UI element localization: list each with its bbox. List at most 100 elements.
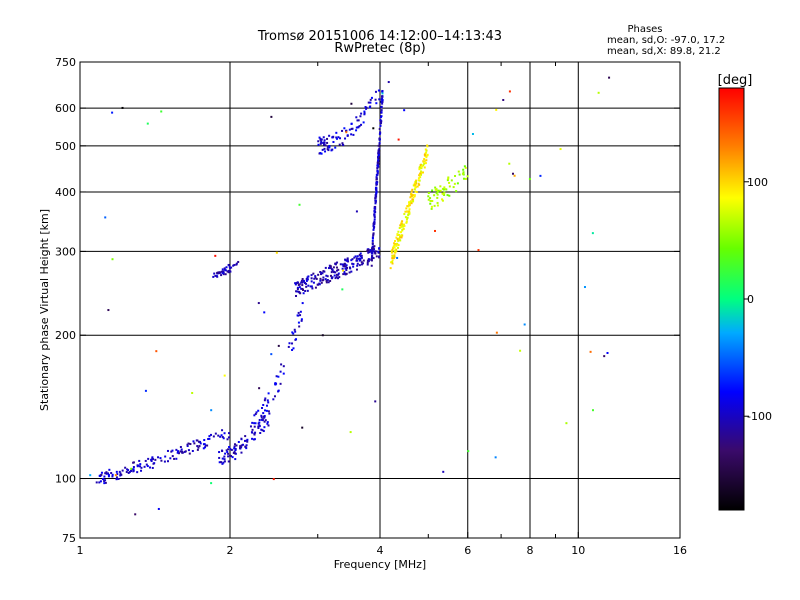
data-point — [229, 266, 232, 269]
data-point — [257, 427, 260, 430]
data-point — [213, 272, 216, 275]
data-point — [157, 456, 160, 459]
data-point — [375, 190, 378, 193]
data-point — [306, 289, 309, 292]
data-point — [349, 431, 352, 434]
data-point — [395, 248, 398, 251]
data-point — [425, 156, 428, 159]
data-point — [378, 255, 381, 258]
data-point — [197, 446, 200, 449]
data-point — [176, 451, 179, 454]
data-point — [361, 262, 364, 265]
data-point — [429, 199, 432, 202]
data-point — [376, 171, 379, 174]
data-point — [334, 277, 337, 280]
data-point — [422, 160, 425, 163]
data-point — [454, 175, 457, 178]
data-point — [220, 274, 223, 277]
data-point — [310, 274, 313, 277]
data-point — [435, 188, 438, 191]
data-point — [333, 271, 336, 274]
data-point — [320, 141, 323, 144]
data-point — [320, 138, 323, 141]
data-point — [378, 98, 381, 101]
data-point — [244, 445, 247, 448]
data-point — [371, 242, 374, 245]
data-point — [461, 172, 464, 175]
data-point — [227, 263, 230, 266]
data-point — [335, 136, 338, 139]
data-point — [234, 447, 237, 450]
data-point — [291, 331, 294, 334]
data-point — [375, 102, 378, 105]
data-point — [246, 440, 249, 443]
data-point — [297, 311, 300, 314]
data-point — [111, 111, 114, 114]
data-point — [244, 435, 247, 438]
data-point — [371, 247, 374, 250]
data-point — [260, 414, 263, 417]
data-point — [186, 445, 189, 448]
data-point — [261, 429, 264, 432]
data-point — [348, 266, 351, 269]
data-point — [397, 244, 400, 247]
data-point — [232, 451, 235, 454]
data-point — [105, 472, 108, 475]
data-point — [320, 281, 323, 284]
data-point — [406, 205, 409, 208]
data-point — [377, 151, 380, 154]
data-point — [217, 434, 220, 437]
data-point — [381, 97, 384, 100]
data-point — [166, 460, 169, 463]
data-point — [300, 279, 303, 282]
data-point — [413, 194, 416, 197]
data-point — [272, 398, 275, 401]
data-point — [344, 267, 347, 270]
data-point — [399, 239, 402, 242]
grid-lines — [80, 62, 680, 538]
data-point — [115, 478, 118, 481]
data-point — [415, 190, 418, 193]
data-point — [591, 409, 594, 412]
data-point — [426, 144, 429, 147]
data-point — [237, 260, 240, 263]
data-point — [589, 350, 592, 353]
y-axis-ticks: 75 100 200 300 400 500 600 750 — [55, 56, 680, 545]
data-point — [441, 199, 444, 202]
data-point — [457, 170, 460, 173]
data-point — [413, 188, 416, 191]
data-point — [111, 475, 114, 478]
data-point — [100, 471, 103, 474]
data-point — [409, 201, 412, 204]
data-point — [374, 98, 377, 101]
data-point — [175, 448, 178, 451]
data-point — [373, 205, 376, 208]
data-point — [154, 458, 157, 461]
data-point — [221, 457, 224, 460]
data-point — [257, 302, 260, 305]
data-point — [226, 270, 229, 273]
data-point — [140, 469, 143, 472]
data-point — [405, 218, 408, 221]
data-point — [373, 210, 376, 213]
data-point — [191, 449, 194, 452]
data-point — [367, 251, 370, 254]
data-point — [380, 109, 383, 112]
data-point — [227, 448, 230, 451]
data-point — [254, 431, 257, 434]
data-point — [223, 374, 226, 377]
data-point — [279, 370, 282, 373]
data-point — [424, 154, 427, 157]
data-point — [412, 200, 415, 203]
data-point — [381, 95, 384, 98]
data-point — [89, 474, 92, 477]
data-point — [311, 287, 314, 290]
data-point — [104, 472, 107, 475]
data-point — [235, 262, 238, 265]
data-point — [429, 202, 432, 205]
data-point — [319, 270, 322, 273]
data-point — [358, 125, 361, 128]
x-tick-label: 6 — [464, 544, 471, 557]
data-point — [464, 166, 467, 169]
data-point — [312, 272, 315, 275]
